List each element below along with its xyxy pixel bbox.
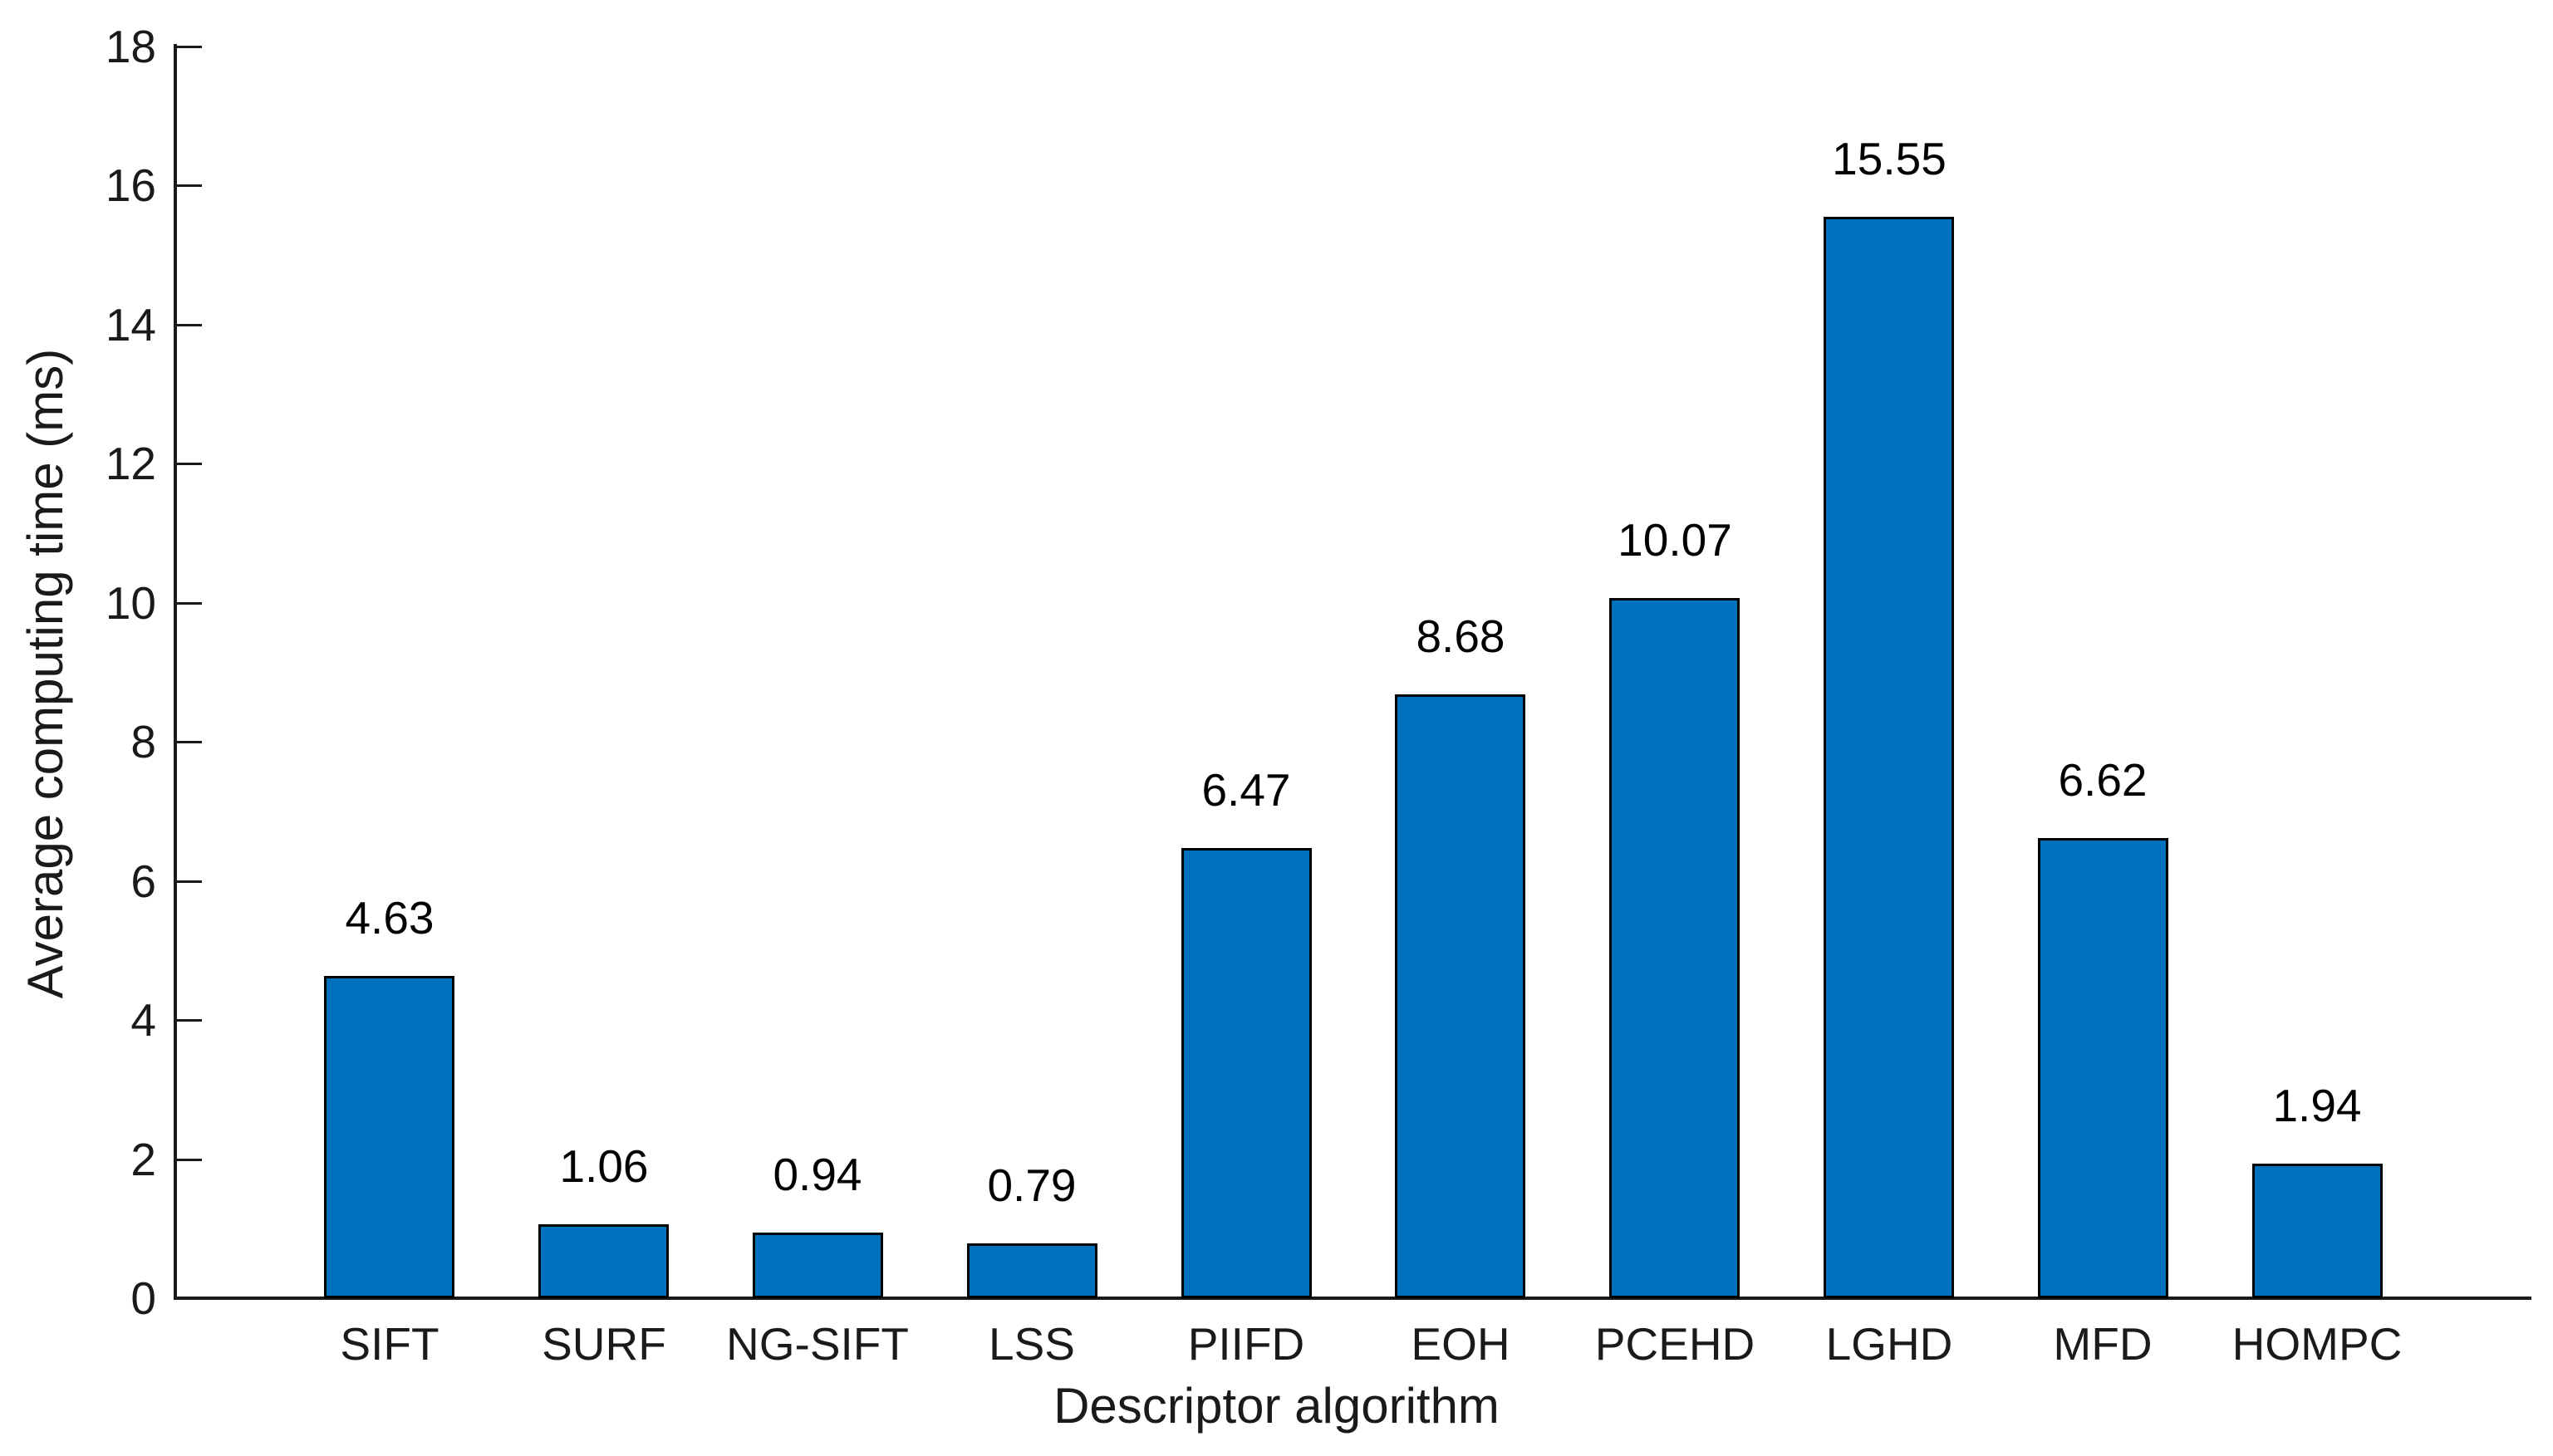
x-axis-line — [174, 1297, 2531, 1300]
y-axis-line — [174, 44, 177, 1300]
y-axis-title: Average computing time (ms) — [17, 348, 73, 999]
y-tick-mark — [177, 184, 202, 187]
y-tick-label: 12 — [105, 438, 156, 489]
x-tick-label-ng-sift: NG-SIFT — [726, 1318, 909, 1370]
y-tick-mark — [177, 463, 202, 465]
bar-pcehd — [1609, 598, 1740, 1298]
bar-value-label-pcehd: 10.07 — [1618, 514, 1732, 566]
y-tick-label: 14 — [105, 299, 156, 351]
x-tick-label-piifd: PIIFD — [1187, 1318, 1305, 1370]
bar-value-label-surf: 1.06 — [559, 1140, 649, 1192]
bar-value-label-mfd: 6.62 — [2058, 754, 2148, 806]
bar-piifd — [1181, 848, 1312, 1298]
y-tick-mark — [177, 1159, 202, 1161]
y-tick-mark — [177, 880, 202, 883]
y-tick-label: 2 — [130, 1134, 156, 1185]
bar-lss — [967, 1243, 1097, 1298]
y-tick-mark — [177, 741, 202, 743]
y-tick-mark — [177, 602, 202, 605]
y-tick-label: 4 — [130, 994, 156, 1046]
bar-value-label-ng-sift: 0.94 — [773, 1149, 862, 1200]
x-tick-label-eoh: EOH — [1411, 1318, 1510, 1370]
x-tick-label-pcehd: PCEHD — [1594, 1318, 1755, 1370]
x-tick-label-mfd: MFD — [2053, 1318, 2153, 1370]
bar-ng-sift — [753, 1233, 883, 1298]
y-tick-mark — [177, 46, 202, 48]
bar-value-label-eoh: 8.68 — [1416, 610, 1505, 662]
y-tick-label: 10 — [105, 577, 156, 629]
x-tick-label-lss: LSS — [989, 1318, 1075, 1370]
bar-hompc — [2252, 1164, 2383, 1298]
bar-eoh — [1395, 694, 1525, 1298]
bar-value-label-lss: 0.79 — [987, 1159, 1077, 1211]
bar-surf — [538, 1224, 669, 1298]
bar-value-label-sift: 4.63 — [345, 892, 435, 944]
x-tick-label-lghd: LGHD — [1825, 1318, 1953, 1370]
bar-value-label-piifd: 6.47 — [1201, 764, 1291, 816]
bar-mfd — [2038, 838, 2168, 1298]
y-tick-label: 16 — [105, 159, 156, 211]
x-tick-label-hompc: HOMPC — [2231, 1318, 2403, 1370]
y-tick-label: 18 — [105, 21, 156, 72]
y-tick-label: 6 — [130, 855, 156, 907]
bar-value-label-hompc: 1.94 — [2272, 1080, 2362, 1131]
bar-value-label-lghd: 15.55 — [1832, 133, 1947, 184]
y-tick-mark — [177, 1019, 202, 1022]
x-axis-title: Descriptor algorithm — [1053, 1378, 1500, 1434]
y-tick-label: 0 — [130, 1272, 156, 1324]
y-tick-label: 8 — [130, 716, 156, 767]
bar-sift — [324, 976, 454, 1298]
y-tick-mark — [177, 324, 202, 326]
bar-lghd — [1824, 217, 1954, 1298]
x-tick-label-surf: SURF — [542, 1318, 666, 1370]
x-tick-label-sift: SIFT — [340, 1318, 439, 1370]
